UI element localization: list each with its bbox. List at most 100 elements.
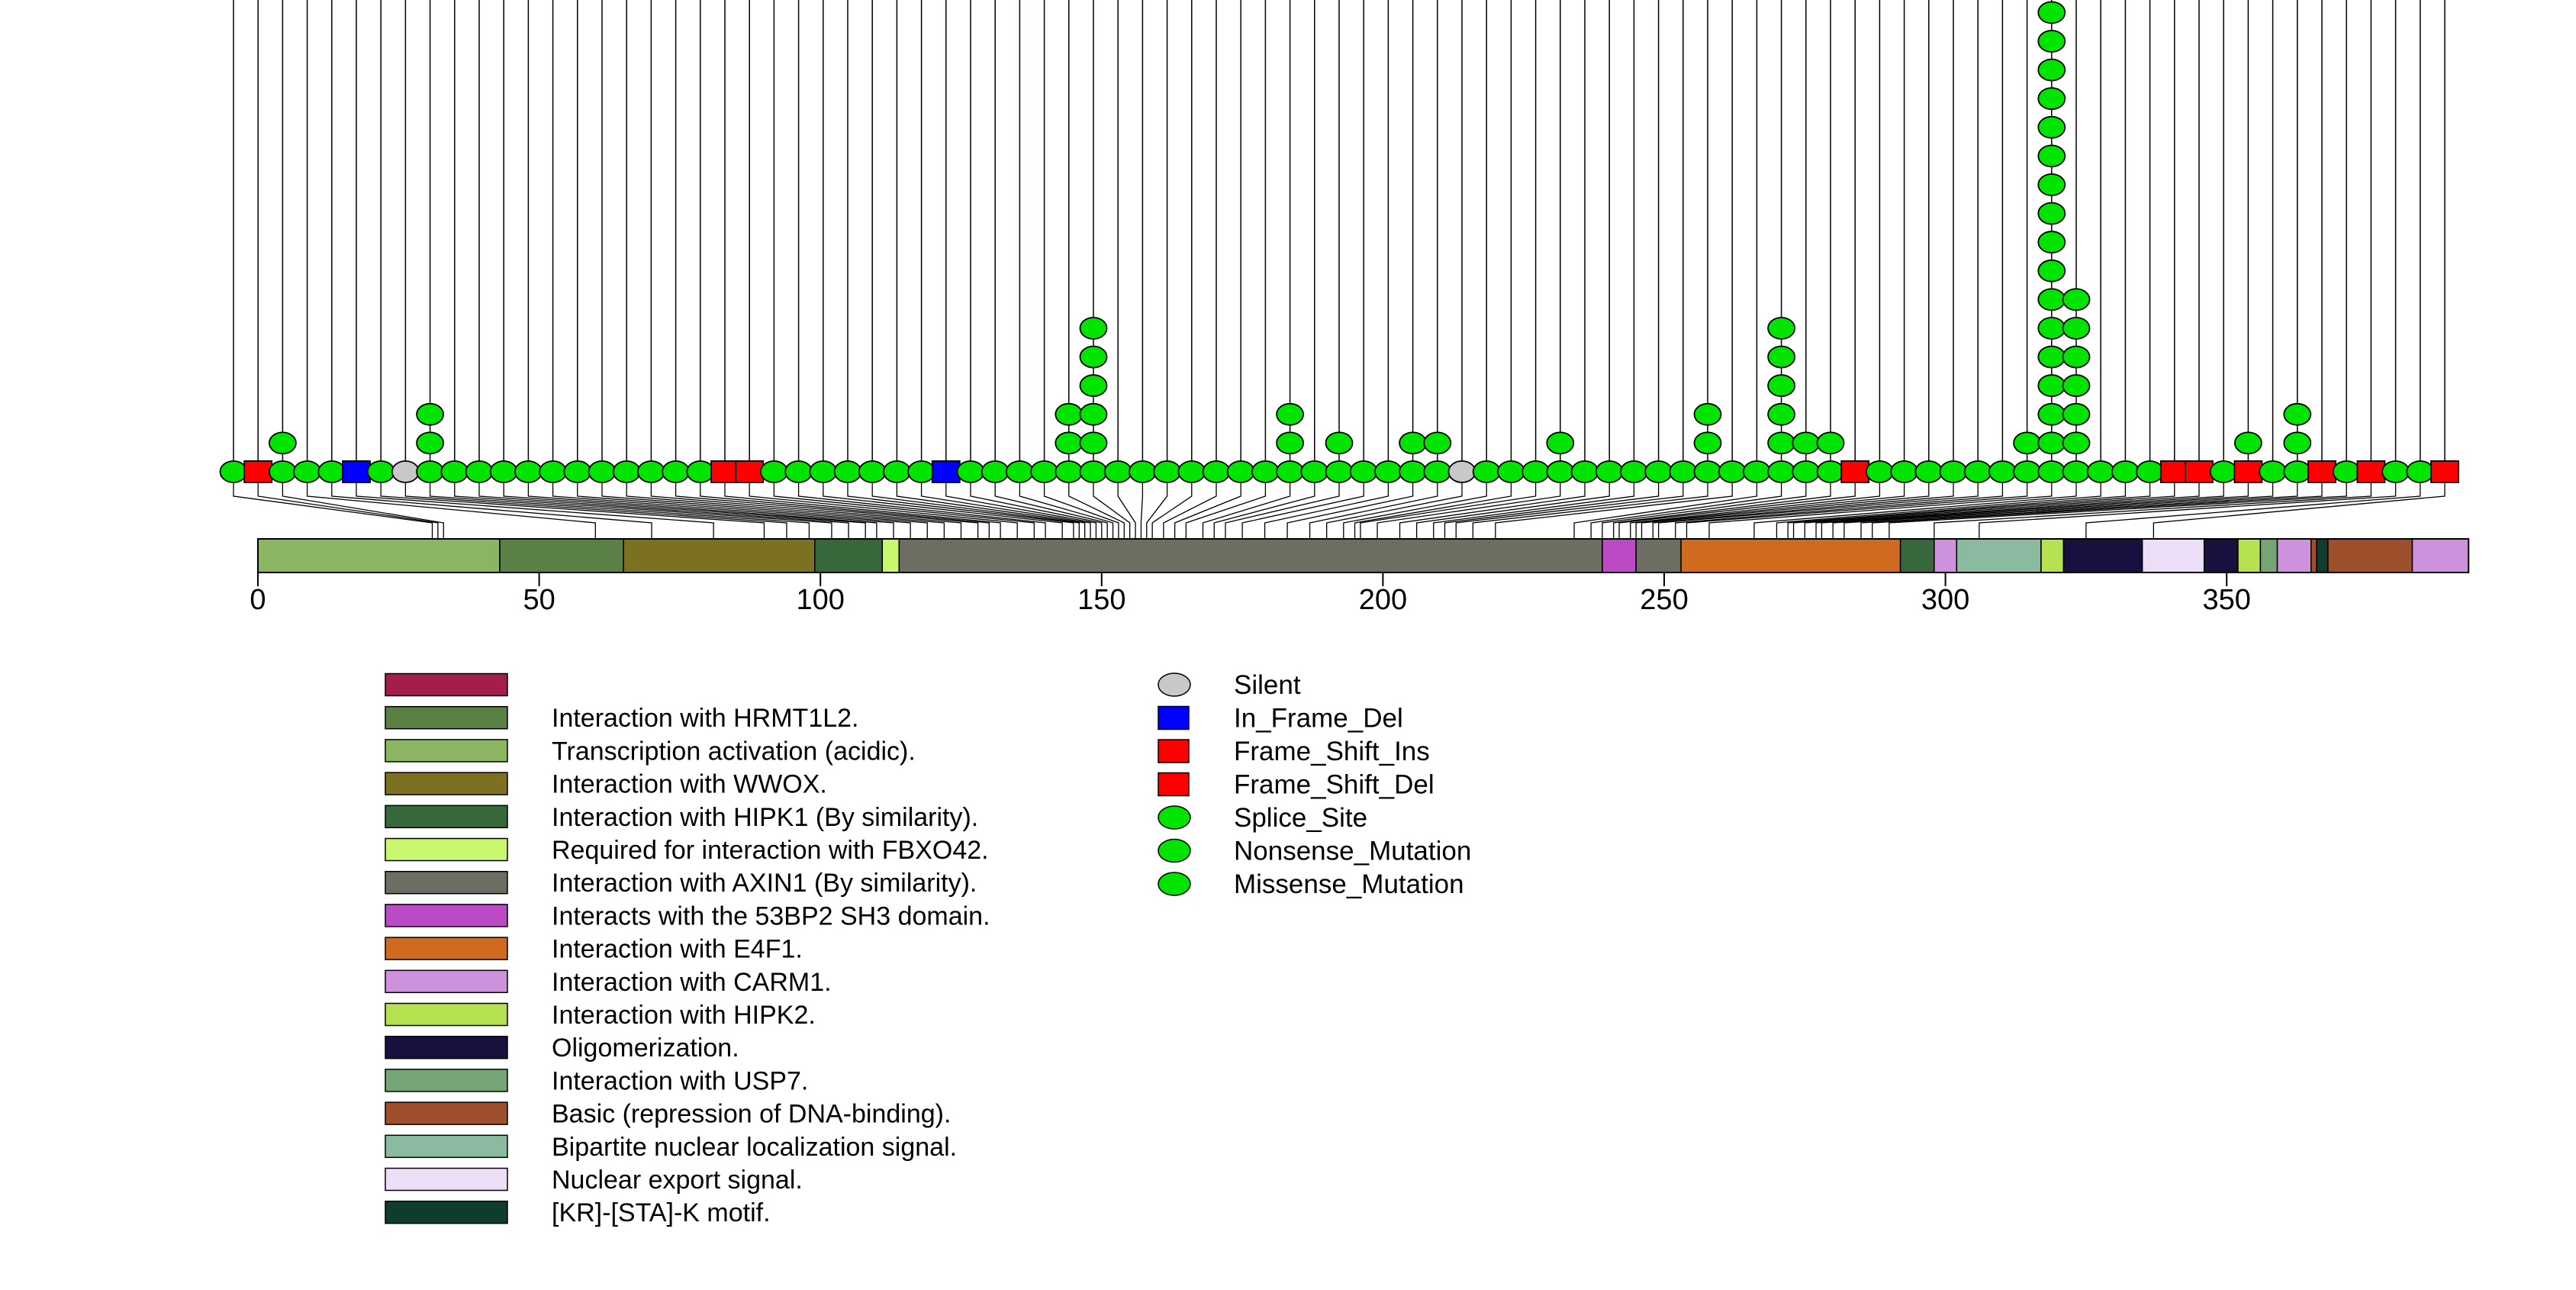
mutation-marker-stacked	[1079, 374, 1108, 398]
domain-legend-label: [KR]-[STA]-K motif.	[552, 1198, 771, 1227]
mutation-marker	[1251, 460, 1280, 483]
mutation-marker	[1006, 460, 1034, 483]
mutation-marker	[2037, 460, 2066, 483]
protein-domain-segment	[814, 538, 884, 573]
mutation-marker-stacked	[1767, 402, 1796, 426]
mutation-marker	[1055, 460, 1084, 483]
axis-tick-label: 0	[250, 584, 266, 616]
protein-domain-segment	[1899, 538, 1935, 573]
mutation-marker	[1742, 460, 1771, 483]
mutation-marker-stacked	[1276, 402, 1304, 426]
protein-axis: 0 50 100 150 200 250 300 350	[250, 572, 2251, 616]
domain-legend-swatch	[385, 937, 508, 960]
mutation-marker	[1447, 460, 1476, 483]
mutation-marker	[1497, 460, 1525, 483]
mutation-marker-stacked	[1276, 431, 1304, 455]
mutation-marker-stacked	[1767, 431, 1796, 455]
mutation-marker	[539, 460, 567, 483]
domain-legend-swatch	[385, 1167, 508, 1192]
mutation-legend-swatch	[1158, 872, 1191, 896]
mutation-marker-stacked	[2037, 288, 2066, 311]
mutation-marker	[2013, 460, 2042, 483]
mutation-marker	[1177, 460, 1206, 483]
mutation-marker-stacked	[2037, 317, 2066, 340]
mutation-marker-stacked	[1767, 317, 1796, 340]
mutation-marker	[2356, 460, 2386, 483]
mutation-marker	[440, 460, 469, 483]
mutation-marker	[931, 460, 961, 483]
mutation-marker	[1669, 460, 1698, 483]
mutation-marker	[833, 460, 862, 483]
domain-legend-swatch	[385, 1069, 508, 1092]
mutation-marker	[980, 460, 1009, 483]
mutation-marker	[1890, 460, 1919, 483]
mutation-marker-stacked	[2037, 87, 2066, 111]
mutation-marker	[1914, 460, 1943, 483]
mutation-marker-stacked	[2037, 202, 2066, 225]
mutation-marker	[416, 460, 444, 483]
mutation-legend-label: Frame_Shift_Del	[1234, 770, 1435, 800]
mutation-marker	[637, 460, 665, 483]
protein-domain-segment	[257, 538, 501, 573]
domain-legend-label: Interaction with HIPK2.	[552, 1001, 816, 1030]
domain-legend-swatch	[385, 1101, 508, 1125]
mutation-marker	[588, 460, 617, 483]
mutation-marker-stacked	[1079, 345, 1108, 369]
mutation-marker	[858, 460, 887, 483]
mutation-track	[219, 1, 2459, 483]
mutation-marker	[243, 460, 273, 483]
mutation-marker-stacked	[1055, 431, 1084, 455]
domain-legend-swatch	[385, 1200, 508, 1224]
mutation-marker	[1129, 460, 1157, 483]
mutation-legend-swatch	[1158, 772, 1190, 797]
protein-domain-segment	[1956, 538, 2042, 573]
mutation-marker	[2062, 460, 2091, 483]
mutation-marker	[612, 460, 641, 483]
mutation-legend-swatch	[1158, 705, 1190, 730]
mutation-marker	[465, 460, 494, 483]
mutation-marker	[883, 460, 911, 483]
mutation-marker-stacked	[2037, 144, 2066, 168]
mutation-marker	[342, 460, 371, 483]
mutation-legend-label: Missense_Mutation	[1234, 869, 1464, 899]
domain-legend-label: Transcription activation (acidic).	[552, 737, 916, 766]
mutation-marker	[710, 460, 739, 483]
mutation-marker	[1718, 460, 1747, 483]
mutation-marker-stacked	[1325, 431, 1354, 455]
domain-legend-label: Interaction with HIPK1 (By similarity).	[552, 803, 978, 832]
mutation-marker	[2259, 460, 2288, 483]
mutation-marker	[366, 460, 395, 483]
lollipop-sticks	[233, 0, 2446, 472]
mutation-marker-stacked	[1693, 402, 1722, 426]
domain-legend-label: Nuclear export signal.	[552, 1166, 803, 1195]
axis-tick-label: 100	[796, 584, 844, 616]
mutation-marker	[1374, 460, 1402, 483]
mutation-marker	[2136, 460, 2165, 483]
mutation-marker	[1276, 460, 1304, 483]
mutation-marker-stacked	[2037, 115, 2066, 139]
mutation-marker-stacked	[1767, 345, 1796, 369]
mutation-marker	[1226, 460, 1255, 483]
mutation-marker	[1103, 460, 1132, 483]
mutation-marker	[1595, 460, 1624, 483]
mutation-marker-stacked	[2062, 345, 2091, 369]
mutation-marker	[1865, 460, 1894, 483]
mutation-marker	[1963, 460, 1992, 483]
mutation-marker-stacked	[1693, 431, 1722, 455]
domain-legend-label: Oligomerization.	[552, 1034, 739, 1063]
mutation-legend-swatch	[1158, 672, 1191, 697]
mutation-marker	[1300, 460, 1329, 483]
mutation-marker	[2406, 460, 2435, 483]
domain-legend-swatch	[385, 739, 508, 763]
mutation-marker	[1423, 460, 1452, 483]
protein-domain-segment	[2310, 538, 2317, 573]
mutation-marker	[760, 460, 788, 483]
domain-legend-swatch	[385, 837, 508, 862]
protein-domain-segment	[2316, 538, 2329, 573]
protein-domain-segment	[2327, 538, 2413, 573]
axis-tick-label: 150	[1077, 584, 1125, 616]
mutation-marker	[1472, 460, 1501, 483]
mutation-marker	[1816, 460, 1845, 483]
mutation-marker	[1030, 460, 1058, 483]
mutation-marker	[2307, 460, 2336, 483]
